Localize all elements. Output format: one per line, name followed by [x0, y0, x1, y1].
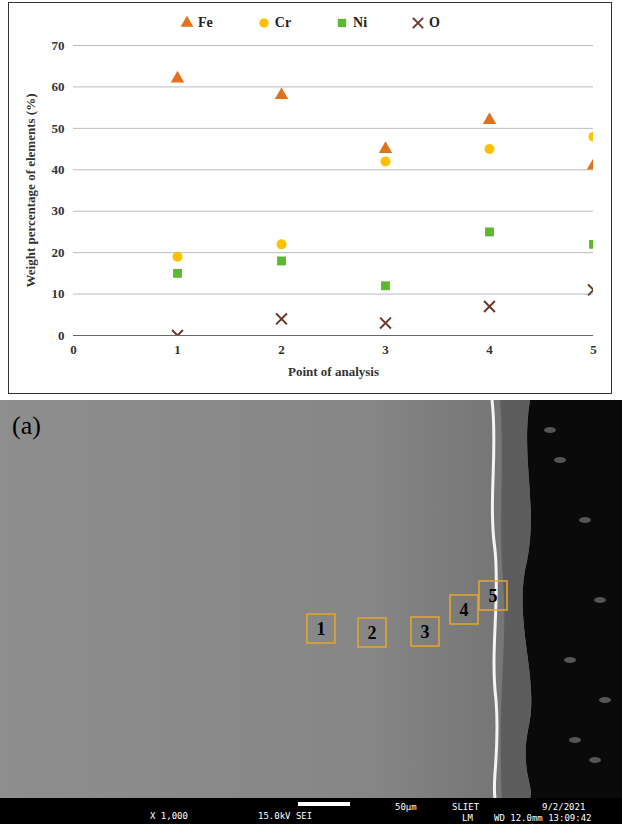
svg-text:2: 2: [368, 623, 377, 643]
svg-text:X 1,000: X 1,000: [150, 811, 188, 821]
svg-text:20: 20: [52, 245, 65, 260]
svg-text:Weight percentage of elements: Weight percentage of elements (%): [23, 94, 38, 288]
html-text:O: O: [429, 15, 440, 30]
svg-text:70: 70: [52, 38, 65, 53]
svg-text:3: 3: [421, 622, 430, 642]
html-text:Fe: Fe: [198, 15, 213, 30]
svg-text:60: 60: [52, 79, 65, 94]
svg-text:40: 40: [52, 162, 65, 177]
svg-text:1: 1: [317, 619, 326, 639]
html-text:Ni: Ni: [353, 15, 368, 30]
svg-text:SLIET: SLIET: [452, 802, 480, 812]
html-text:Cr: Cr: [274, 15, 292, 30]
svg-text:(a): (a): [12, 411, 41, 440]
svg-text:5: 5: [489, 586, 498, 606]
svg-text:50µm: 50µm: [395, 802, 417, 812]
svg-text:4: 4: [460, 600, 469, 620]
svg-text:15.0kV SEI: 15.0kV SEI: [258, 811, 312, 821]
svg-text:0: 0: [58, 328, 65, 343]
svg-text:9/2/2021: 9/2/2021: [542, 802, 585, 812]
svg-text:Point of analysis: Point of analysis: [288, 364, 379, 379]
svg-text:50: 50: [52, 121, 65, 136]
svg-text:0: 0: [70, 342, 77, 357]
svg-text:30: 30: [52, 203, 65, 218]
svg-text:1: 1: [174, 342, 181, 357]
svg-text:2: 2: [278, 342, 285, 357]
svg-text:LM: LM: [462, 813, 473, 823]
svg-text:10: 10: [52, 286, 65, 301]
svg-text:4: 4: [486, 342, 493, 357]
svg-text:5: 5: [590, 342, 597, 357]
svg-text:WD 12.0mm 13:09:42: WD 12.0mm 13:09:42: [494, 813, 592, 823]
svg-text:3: 3: [382, 342, 389, 357]
